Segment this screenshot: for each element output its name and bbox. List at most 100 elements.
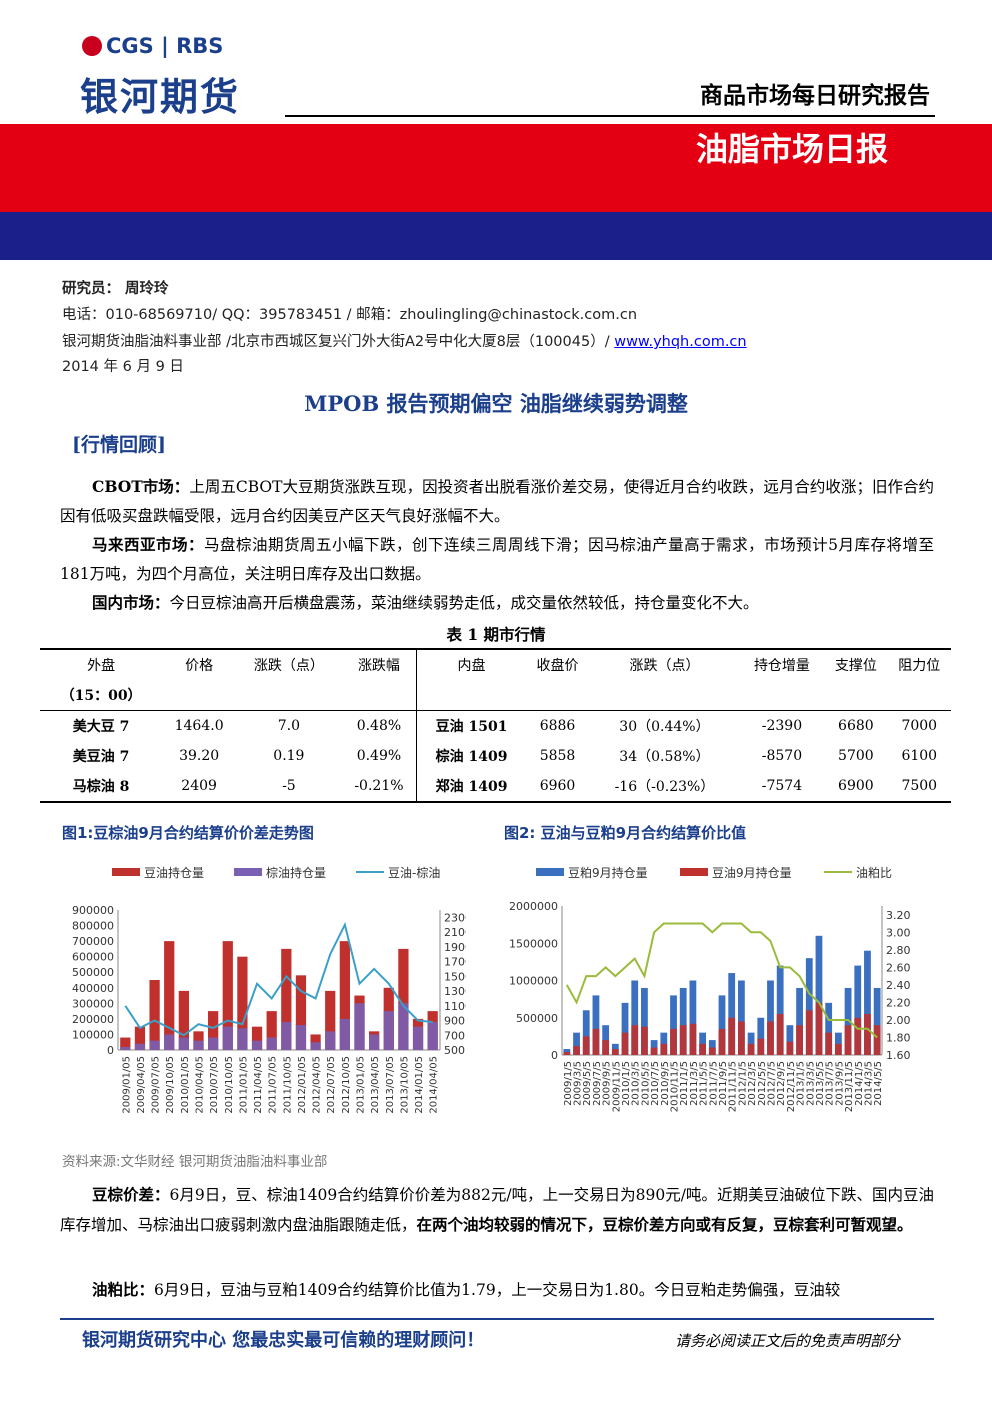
x-tick-label: 2011/1/5 xyxy=(679,1061,690,1106)
y-left-tick-label: 1500000 xyxy=(509,937,558,950)
website-link[interactable]: www.yhqh.com.cn xyxy=(614,334,747,350)
series-bar xyxy=(767,980,774,1055)
legend-swatch xyxy=(680,868,708,876)
table-header: 收盘价 xyxy=(536,658,579,674)
x-tick-label: 2011/04/05 xyxy=(253,1056,264,1114)
x-tick-label: 2010/7/5 xyxy=(650,1061,661,1106)
y-left-tick-label: 0 xyxy=(551,1049,558,1062)
x-tick-label: 2013/5/5 xyxy=(815,1061,826,1106)
y-right-tick-label: 3.00 xyxy=(886,926,911,939)
table-cell: 6680 xyxy=(838,718,874,734)
series-bar xyxy=(815,1002,823,1055)
series-bar xyxy=(689,1023,697,1055)
legend-label: 油粕比 xyxy=(856,865,892,880)
x-tick-label: 2013/01/05 xyxy=(356,1056,367,1114)
series-bar xyxy=(834,1032,842,1055)
x-tick-label: 2011/01/05 xyxy=(238,1056,249,1114)
y-right-tick-label: 1.60 xyxy=(886,1049,911,1062)
y-right-tick-label: 500 xyxy=(444,1044,465,1057)
table-cell: -5 xyxy=(282,778,296,794)
series-bar xyxy=(178,1037,189,1050)
series-bar xyxy=(383,1011,394,1050)
series-bar xyxy=(602,1040,610,1055)
y-left-tick-label: 2000000 xyxy=(509,900,558,913)
report-date: 2014 年 6 月 9 日 xyxy=(62,359,184,375)
table-row: 美豆油 7 39.20 0.19 0.49% 棕油 1409 5858 34（0.58%） -… xyxy=(40,741,951,771)
y-right-tick-label: 1700 xyxy=(444,956,466,969)
series-bar xyxy=(398,948,409,1050)
table-subheader: （15：00） xyxy=(60,688,142,704)
series-bar xyxy=(660,1043,668,1055)
series-bar xyxy=(805,1010,813,1055)
series-bar xyxy=(679,987,687,1055)
y-right-tick-label: 1.80 xyxy=(886,1031,911,1044)
series-bar xyxy=(427,1022,438,1050)
x-tick-label: 2010/04/05 xyxy=(195,1056,206,1114)
legend-label: 豆粕9月持仓量 xyxy=(568,865,648,880)
series-bar xyxy=(164,941,175,1050)
series-bar xyxy=(641,987,648,1055)
x-tick-label: 2011/3/5 xyxy=(689,1061,700,1106)
series-bar xyxy=(796,1025,803,1055)
y-left-tick-label: 200000 xyxy=(72,1013,114,1026)
x-tick-label: 2010/11/5 xyxy=(670,1061,681,1112)
series-line xyxy=(565,922,878,1039)
chart1-title: 图1:豆棕油9月合约结算价价差走势图 xyxy=(62,824,314,842)
series-bar xyxy=(281,948,292,1050)
table-cell: 郑油 1409 xyxy=(416,771,526,802)
series-bar xyxy=(641,1026,648,1055)
x-tick-label: 2009/10/05 xyxy=(165,1056,176,1114)
series-bar xyxy=(631,1025,639,1055)
series-bar xyxy=(670,1028,677,1055)
series-bar xyxy=(310,1042,321,1050)
department-line: 银河期货油脂油料事业部 /北京市西城区复兴门外大街A2号中化大厦8层（10004… xyxy=(62,334,747,350)
table-cell: 39.20 xyxy=(179,748,220,764)
series-bar xyxy=(796,987,803,1055)
series-bar xyxy=(592,995,600,1055)
y-right-tick-label: 3.20 xyxy=(886,909,911,922)
series-bar xyxy=(854,965,862,1055)
x-tick-label: 2012/3/5 xyxy=(747,1061,758,1106)
table-cell: 豆油 1501 xyxy=(416,710,526,741)
series-bar xyxy=(621,1002,629,1055)
series-bar xyxy=(251,1026,263,1050)
spread-paragraph: 豆棕价差：6月9日，豆、棕油1409合约结算价价差为882元/吨，上一交易日为8… xyxy=(60,1185,934,1234)
cbot-paragraph: CBOT市场：上周五CBOT大豆期货涨跌互现，因投资者出脱看涨价差交易，使得近月… xyxy=(60,477,935,525)
series-bar xyxy=(120,1046,131,1050)
table-header: 支撑位 xyxy=(834,658,877,674)
legend-swatch xyxy=(536,868,564,876)
y-left-tick-label: 900000 xyxy=(72,904,114,917)
legend-label: 豆油持仓量 xyxy=(144,865,204,880)
y-right-tick-label: 1100 xyxy=(444,1000,466,1013)
x-tick-label: 2009/01/05 xyxy=(121,1056,132,1114)
series-bar xyxy=(728,1017,736,1055)
y-left-tick-label: 600000 xyxy=(72,951,114,964)
x-tick-label: 2009/3/5 xyxy=(573,1061,584,1106)
headline: MPOB 报告预期偏空 油脂继续弱势调整 xyxy=(304,391,688,416)
report-series: 商品市场每日研究报告 xyxy=(700,83,930,109)
table-cell: -8570 xyxy=(761,748,803,764)
y-right-tick-label: 2100 xyxy=(444,926,466,939)
table-cell: 5858 xyxy=(539,748,576,764)
series-bar xyxy=(844,1025,852,1055)
y-left-tick-label: 700000 xyxy=(72,935,114,948)
chart2-ratio-chart: 豆粕9月持仓量 豆油9月持仓量 油粕比 0 500000 1000000 1500000 20… xyxy=(509,865,911,1112)
series-bar xyxy=(325,990,336,1050)
series-bar xyxy=(844,987,852,1055)
y-left-tick-label: 500000 xyxy=(72,966,114,979)
series-bar xyxy=(757,1038,765,1055)
series-bar xyxy=(398,1003,409,1050)
series-bar xyxy=(708,1047,716,1055)
series-bar xyxy=(134,1043,146,1050)
series-bar xyxy=(237,1028,248,1050)
y-right-tick-label: 1500 xyxy=(444,970,466,983)
x-tick-label: 2013/10/05 xyxy=(399,1056,410,1114)
data-source: 资料来源:文华财经 银河期货油脂油料事业部 xyxy=(62,1154,328,1170)
series-bar xyxy=(864,1014,871,1055)
table-cell: -7574 xyxy=(761,778,803,794)
table-cell: 7500 xyxy=(901,778,938,794)
series-bar xyxy=(825,1002,833,1055)
y-left-tick-label: 800000 xyxy=(72,920,114,933)
table-header: 外盘 xyxy=(87,658,116,674)
series-bar xyxy=(325,1031,336,1050)
